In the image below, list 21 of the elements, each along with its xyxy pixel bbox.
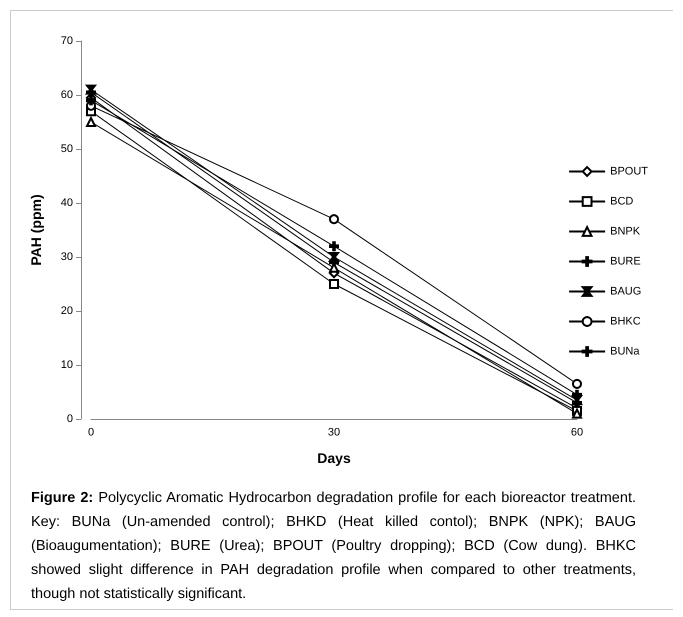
y-tick-label: 40: [60, 197, 73, 209]
x-tick-label: 0: [88, 426, 94, 438]
legend-label: BHKC: [610, 316, 641, 328]
x-tick-label: 60: [570, 426, 584, 438]
legend-label: BPOUT: [610, 166, 648, 178]
y-tick-label: 20: [60, 305, 73, 317]
caption: Figure 2: Polycyclic Aromatic Hydrocarbon degradation profile for each bioreactor treatment. Key: BUNa (Un-amended control); BHKD (Heat killed contol); BNPK (NPK); BAUG (Bioaugumentation); BURE (Urea); BPOUT (Poultry dropping); BCD (Cow dung). BHKC showed slight difference in PAH degradation profile when compared to other treatments, though not statistically significant.: [31, 489, 636, 604]
legend-label: BUNa: [610, 346, 640, 358]
y-tick-label: 10: [60, 359, 73, 371]
y-tick-label: 50: [60, 143, 73, 155]
legend-label: BNPK: [610, 226, 641, 238]
y-tick-label: 30: [60, 251, 73, 263]
y-tick-label: 70: [60, 35, 73, 47]
y-tick-label: 60: [60, 89, 73, 101]
legend-label: BAUG: [610, 286, 642, 298]
y-axis-title: PAH (ppm): [28, 194, 44, 266]
legend-label: BURE: [610, 256, 641, 268]
y-tick-label: 0: [66, 413, 73, 425]
x-tick-label: 30: [328, 426, 340, 438]
legend-label: BCD: [610, 196, 634, 208]
x-axis-title: Days: [317, 450, 351, 466]
